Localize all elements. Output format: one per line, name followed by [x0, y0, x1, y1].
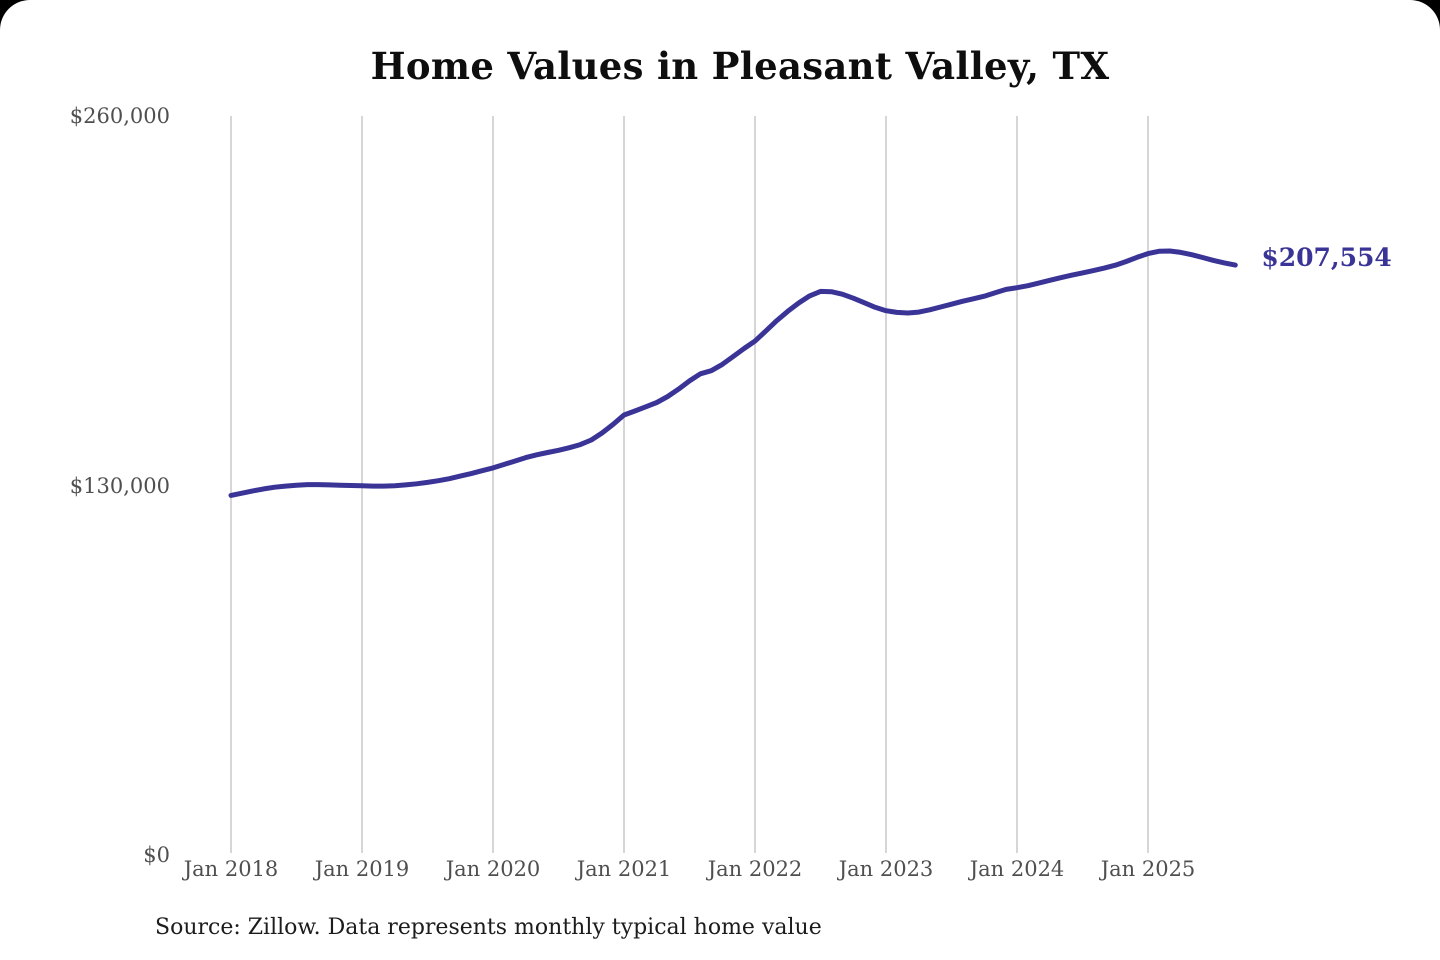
x-axis-tick-label: Jan 2022 [707, 857, 803, 881]
y-axis-tick-label: $0 [143, 843, 170, 867]
current-value-label: $207,554 [1261, 243, 1392, 273]
y-axis-tick-label: $130,000 [69, 473, 170, 498]
home-value-series-line [228, 248, 1238, 498]
x-axis-tick-label: Jan 2025 [1100, 857, 1196, 881]
y-axis-tick-label: $260,000 [69, 104, 170, 128]
x-axis-tick-label: Jan 2021 [576, 857, 672, 881]
x-axis-tick-label: Jan 2020 [445, 857, 541, 881]
x-axis-tick-label: Jan 2018 [183, 857, 279, 881]
x-axis-tick-label: Jan 2019 [314, 857, 410, 881]
source-note: Source: Zillow. Data represents monthly … [155, 915, 822, 940]
chart-title: Home Values in Pleasant Valley, TX [370, 44, 1110, 88]
x-axis-tick-label: Jan 2023 [838, 857, 934, 881]
x-axis-tick-label: Jan 2024 [969, 857, 1065, 881]
